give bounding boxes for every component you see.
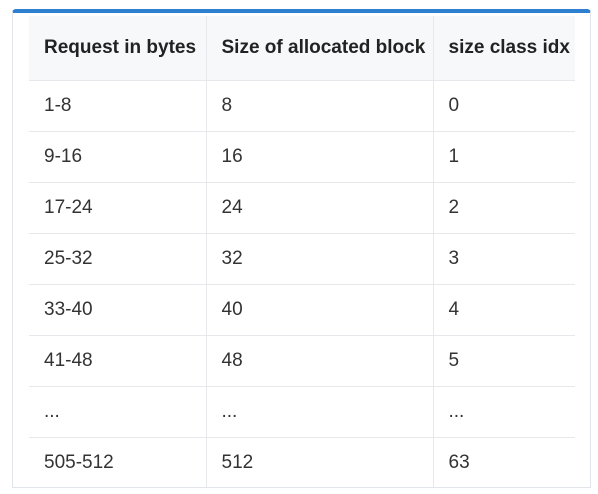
cell-request-bytes: ... <box>29 386 206 438</box>
table-row: 25-32 32 3 <box>29 233 575 285</box>
header-size-class-idx: size class idx <box>432 16 575 81</box>
table-row: 505-512 512 63 <box>29 437 575 488</box>
table-row: ... ... ... <box>29 386 575 438</box>
cell-size-class-idx: 4 <box>432 284 575 336</box>
table-row: 17-24 24 2 <box>29 182 575 234</box>
cell-request-bytes: 41-48 <box>29 335 206 387</box>
cell-size-class-idx: 3 <box>432 233 575 285</box>
cell-size-class-idx: ... <box>432 386 575 438</box>
size-class-table: Request in bytes Size of allocated block… <box>29 16 575 488</box>
header-row: Request in bytes Size of allocated block… <box>29 16 575 81</box>
cell-request-bytes: 25-32 <box>29 233 206 285</box>
cell-request-bytes: 505-512 <box>44 452 114 473</box>
table-body: 1-8 8 0 9-16 16 1 17-24 24 2 25-32 32 3 … <box>29 80 575 488</box>
header-request-in-bytes: Request in bytes <box>29 16 206 81</box>
cell-block-size: 512 <box>205 437 433 488</box>
cell-block-size: ... <box>205 386 433 438</box>
cell-size-class-idx: 0 <box>432 80 575 132</box>
cell-size-class-idx: 63 <box>432 437 575 488</box>
cell-request-bytes: 9-16 <box>29 131 206 183</box>
cell-block-size: 40 <box>205 284 433 336</box>
table-row: 1-8 8 0 <box>29 80 575 132</box>
cell-block-size: 24 <box>205 182 433 234</box>
cell-size-class-idx: 2 <box>432 182 575 234</box>
cell-block-size: 8 <box>205 80 433 132</box>
cell-request-bytes: 33-40 <box>29 284 206 336</box>
cell-request-bytes: 1-8 <box>29 80 206 132</box>
cell-request-bytes: 17-24 <box>29 182 206 234</box>
cell-size-class-idx: 1 <box>432 131 575 183</box>
table-header: Request in bytes Size of allocated block… <box>29 16 575 81</box>
table-row: 33-40 40 4 <box>29 284 575 336</box>
table-row: 9-16 16 1 <box>29 131 575 183</box>
table-row: 41-48 48 5 <box>29 335 575 387</box>
cell-block-size: 48 <box>205 335 433 387</box>
size-class-table-card: Request in bytes Size of allocated block… <box>12 9 591 488</box>
cell-block-size: 32 <box>205 233 433 285</box>
cell-size-class-idx: 5 <box>432 335 575 387</box>
header-size-of-allocated-block: Size of allocated block <box>205 16 433 81</box>
cell-block-size: 16 <box>205 131 433 183</box>
